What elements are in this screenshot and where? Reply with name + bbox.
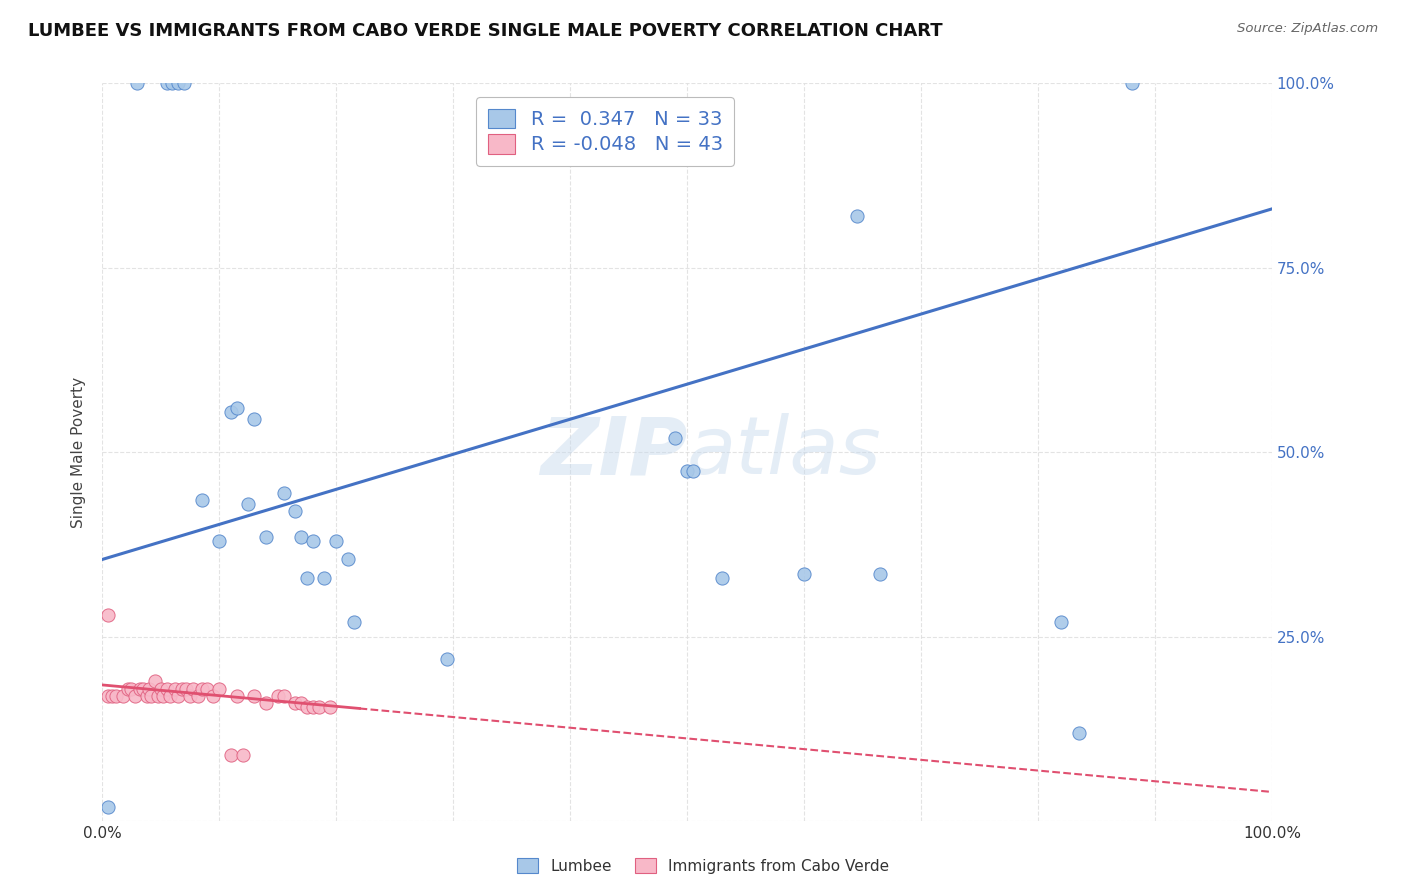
Point [190, 681, 212, 696]
Point [243, 689, 266, 703]
Text: atlas: atlas [688, 414, 882, 491]
Point [1121, 77, 1143, 91]
Point [141, 689, 163, 703]
Point [117, 681, 139, 696]
Point [336, 552, 359, 566]
Point [225, 689, 247, 703]
Point [266, 689, 288, 703]
Point [301, 700, 323, 714]
Text: LUMBEE VS IMMIGRANTS FROM CABO VERDE SINGLE MALE POVERTY CORRELATION CHART: LUMBEE VS IMMIGRANTS FROM CABO VERDE SIN… [28, 22, 943, 40]
Point [138, 681, 160, 696]
Point [254, 697, 277, 711]
Legend: Lumbee, Immigrants from Cabo Verde: Lumbee, Immigrants from Cabo Verde [510, 852, 896, 880]
Text: Source: ZipAtlas.com: Source: ZipAtlas.com [1237, 22, 1378, 36]
Point [155, 681, 177, 696]
Point [97, 689, 120, 703]
Point [120, 681, 142, 696]
Point [301, 534, 323, 549]
Point [167, 77, 190, 91]
Point [190, 493, 212, 508]
Point [127, 77, 149, 91]
Point [135, 689, 157, 703]
Point [1050, 615, 1073, 630]
Legend: R =  0.347   N = 33, R = -0.048   N = 43: R = 0.347 N = 33, R = -0.048 N = 43 [477, 97, 734, 166]
Point [128, 681, 150, 696]
Point [869, 567, 891, 582]
Point [314, 571, 336, 585]
Point [179, 689, 201, 703]
Point [202, 689, 225, 703]
Point [845, 209, 868, 223]
Point [159, 689, 181, 703]
Point [284, 697, 307, 711]
Point [162, 77, 184, 91]
Point [124, 689, 146, 703]
Point [208, 681, 231, 696]
Point [105, 689, 128, 703]
Point [167, 689, 190, 703]
Point [308, 700, 330, 714]
Point [325, 534, 347, 549]
Point [187, 689, 209, 703]
Point [100, 689, 122, 703]
Point [163, 681, 186, 696]
Point [197, 681, 219, 696]
Point [793, 567, 815, 582]
Point [143, 674, 166, 689]
Point [273, 486, 295, 500]
Point [682, 464, 704, 478]
Point [254, 530, 277, 544]
Y-axis label: Single Male Poverty: Single Male Poverty [72, 377, 86, 528]
Point [183, 681, 205, 696]
Point [149, 681, 172, 696]
Point [243, 412, 266, 426]
Point [1067, 726, 1090, 740]
Point [711, 571, 734, 585]
Point [97, 799, 120, 814]
Point [219, 747, 242, 762]
Point [676, 464, 699, 478]
Point [273, 689, 295, 703]
Point [225, 401, 247, 416]
Text: ZIP: ZIP [540, 414, 688, 491]
Point [232, 747, 254, 762]
Point [152, 689, 174, 703]
Point [319, 700, 342, 714]
Point [148, 689, 170, 703]
Point [290, 530, 312, 544]
Point [290, 697, 312, 711]
Point [295, 571, 318, 585]
Point [295, 700, 318, 714]
Point [219, 405, 242, 419]
Point [436, 652, 458, 666]
Point [173, 77, 195, 91]
Point [284, 504, 307, 518]
Point [343, 615, 366, 630]
Point [664, 431, 686, 445]
Point [112, 689, 135, 703]
Point [176, 681, 198, 696]
Point [155, 77, 177, 91]
Point [97, 607, 120, 622]
Point [170, 681, 193, 696]
Point [132, 681, 155, 696]
Point [238, 497, 260, 511]
Point [208, 534, 231, 549]
